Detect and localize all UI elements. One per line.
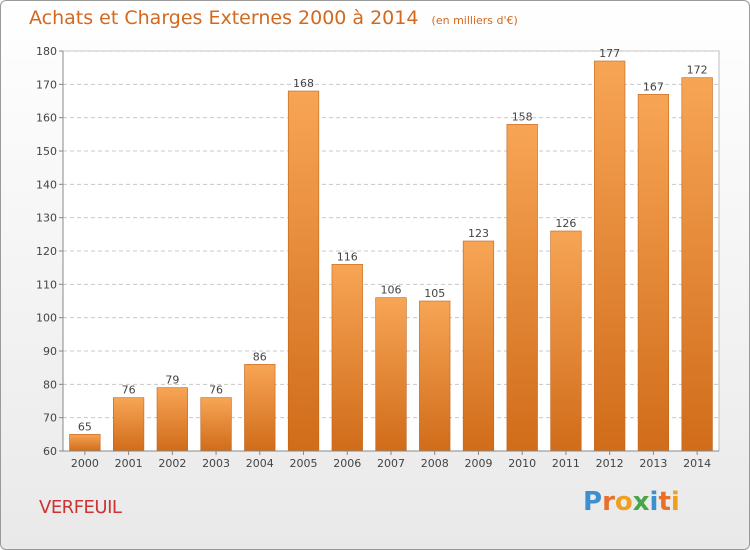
chart-title: Achats et Charges Externes 2000 à 2014 [29, 7, 419, 29]
x-tick-label: 2005 [290, 457, 318, 470]
x-tick-label: 2002 [158, 457, 186, 470]
x-tick-label: 2004 [246, 457, 274, 470]
bar [156, 387, 188, 452]
bar [375, 297, 407, 452]
x-tick-label: 2010 [508, 457, 536, 470]
y-tick-label: 150 [36, 145, 57, 158]
bar [419, 300, 451, 452]
data-label: 76 [209, 384, 223, 397]
y-tick-label: 170 [36, 78, 57, 91]
data-label: 172 [687, 64, 708, 77]
logo-letter: t [658, 487, 671, 517]
x-tick-label: 2014 [683, 457, 711, 470]
city-name: VERFEUIL [39, 497, 122, 518]
data-label: 167 [643, 80, 664, 93]
logo-letter: r [602, 487, 615, 517]
x-tick-label: 2013 [639, 457, 667, 470]
x-tick-label: 2000 [71, 457, 99, 470]
y-tick-label: 90 [43, 345, 57, 358]
y-tick-label: 160 [36, 112, 57, 125]
data-label: 76 [122, 384, 136, 397]
bar [550, 230, 582, 452]
y-tick-label: 60 [43, 445, 57, 458]
logo-letter: o [614, 487, 633, 517]
y-tick-label: 100 [36, 312, 57, 325]
bar [331, 264, 363, 452]
data-label: 126 [555, 217, 576, 230]
data-label: 158 [512, 110, 533, 123]
data-label: 168 [293, 77, 314, 90]
bar [200, 397, 232, 452]
logo-letter: P [583, 487, 603, 517]
x-tick-label: 2012 [596, 457, 624, 470]
y-tick-label: 130 [36, 212, 57, 225]
x-tick-label: 2003 [202, 457, 230, 470]
data-label: 177 [599, 47, 620, 60]
bar [462, 240, 495, 452]
bar [681, 77, 713, 452]
bar [637, 94, 670, 452]
y-tick-label: 70 [43, 412, 57, 425]
x-tick-label: 2007 [377, 457, 405, 470]
logo-letter: i [649, 487, 659, 517]
y-tick-label: 120 [36, 245, 57, 258]
data-label: 105 [424, 287, 445, 300]
x-tick-label: 2006 [333, 457, 361, 470]
data-label: 79 [165, 374, 179, 387]
data-label: 65 [78, 420, 92, 433]
logo-letter: x [632, 487, 650, 517]
bar [69, 434, 101, 452]
bar [594, 60, 626, 452]
title-row: Achats et Charges Externes 2000 à 2014 (… [29, 7, 518, 29]
bar [112, 397, 145, 452]
data-label: 123 [468, 227, 489, 240]
logo-letter: i [670, 487, 680, 517]
y-tick-label: 140 [36, 178, 57, 191]
data-label: 106 [381, 284, 402, 297]
data-label: 116 [337, 250, 358, 263]
y-tick-label: 180 [36, 45, 57, 58]
x-tick-label: 2009 [464, 457, 492, 470]
bar [244, 364, 276, 452]
y-tick-label: 80 [43, 378, 57, 391]
data-label: 86 [253, 350, 267, 363]
x-tick-label: 2011 [552, 457, 580, 470]
bar [506, 124, 538, 452]
chart-subtitle: (en milliers d'€) [431, 14, 518, 27]
proxiti-logo: Proxiti [583, 487, 680, 517]
bar [287, 90, 320, 452]
x-tick-label: 2001 [115, 457, 143, 470]
y-tick-label: 110 [36, 278, 57, 291]
x-tick-label: 2008 [421, 457, 449, 470]
